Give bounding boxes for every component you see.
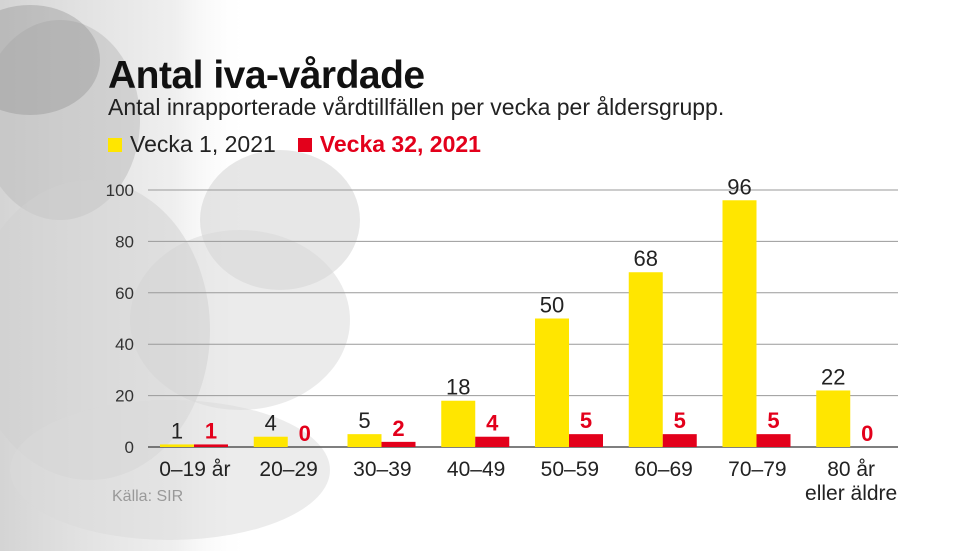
data-label-series1: 5: [358, 408, 370, 433]
legend-item-series1: Vecka 1, 2021: [108, 131, 276, 158]
legend-label-series1: Vecka 1, 2021: [130, 131, 276, 157]
y-tick-label: 80: [115, 232, 134, 251]
x-tick-label: 70–79: [728, 458, 786, 481]
y-tick-label: 100: [106, 181, 134, 200]
bar-series2: [569, 434, 603, 447]
legend-swatch-series1: [108, 137, 122, 152]
x-tick-label: 50–59: [541, 458, 599, 481]
x-axis: 0–19 år 20–29 30–39 40–49 50–59 60–69 70–79 80 …: [159, 458, 897, 505]
legend-item-series2: Vecka 32, 2021: [297, 131, 481, 158]
data-label-series1: 18: [446, 375, 470, 400]
y-tick-label: 20: [115, 387, 134, 406]
bar-series1: [160, 444, 194, 447]
bar-series1: [347, 434, 382, 447]
data-label-series2: 0: [299, 421, 311, 446]
x-tick-label: 40–49: [447, 458, 505, 481]
bar-series1: [722, 200, 757, 447]
gridlines: [148, 189, 898, 448]
bar-series2: [756, 434, 791, 447]
data-label-series1: 50: [540, 293, 564, 318]
legend: Vecka 1, 2021 Vecka 32, 2021: [108, 131, 503, 158]
legend-swatch-series2: [297, 137, 312, 152]
data-label-series1: 1: [171, 418, 183, 443]
x-tick-label: 80 år: [827, 458, 875, 481]
bar-series2: [475, 436, 510, 447]
bar-series2: [194, 444, 228, 447]
y-tick-label: 0: [125, 438, 134, 457]
data-label-series1: 96: [727, 174, 751, 199]
data-label-series2: 5: [674, 408, 686, 433]
bar-series2: [662, 434, 697, 447]
y-axis: 0 20 40 60 80 100: [106, 181, 134, 457]
x-tick-label: 30–39: [353, 458, 411, 481]
x-tick-label: 0–19 år: [159, 458, 230, 481]
y-tick-label: 40: [115, 335, 134, 354]
y-tick-label: 60: [115, 284, 134, 303]
data-label-series2: 5: [580, 408, 592, 433]
data-label-series2: 4: [486, 411, 499, 436]
x-tick-label: 60–69: [634, 458, 692, 481]
data-label-series1: 22: [821, 364, 845, 389]
bar-series1: [253, 436, 288, 447]
data-label-series2: 2: [392, 416, 404, 441]
data-label-series1: 4: [265, 411, 277, 436]
x-tick-label: eller äldre: [805, 482, 897, 505]
data-label-series2: 1: [205, 418, 217, 443]
data-label-series2: 5: [767, 408, 779, 433]
data-label-series1: 68: [634, 246, 658, 271]
bar-series1: [628, 272, 663, 447]
bars: [160, 200, 851, 447]
source-note: Källa: SIR: [112, 488, 184, 505]
bar-series1: [535, 318, 569, 447]
data-label-series2: 0: [861, 421, 873, 446]
chart-subtitle: Antal inrapporterade vårdtillfällen per …: [108, 94, 725, 120]
legend-label-series2: Vecka 32, 2021: [319, 131, 481, 157]
bar-series1: [816, 390, 851, 447]
chart-title: Antal iva-vårdade: [108, 54, 425, 97]
bar-series1: [441, 400, 476, 447]
x-tick-label: 20–29: [259, 458, 317, 481]
bar-series2: [381, 441, 416, 447]
